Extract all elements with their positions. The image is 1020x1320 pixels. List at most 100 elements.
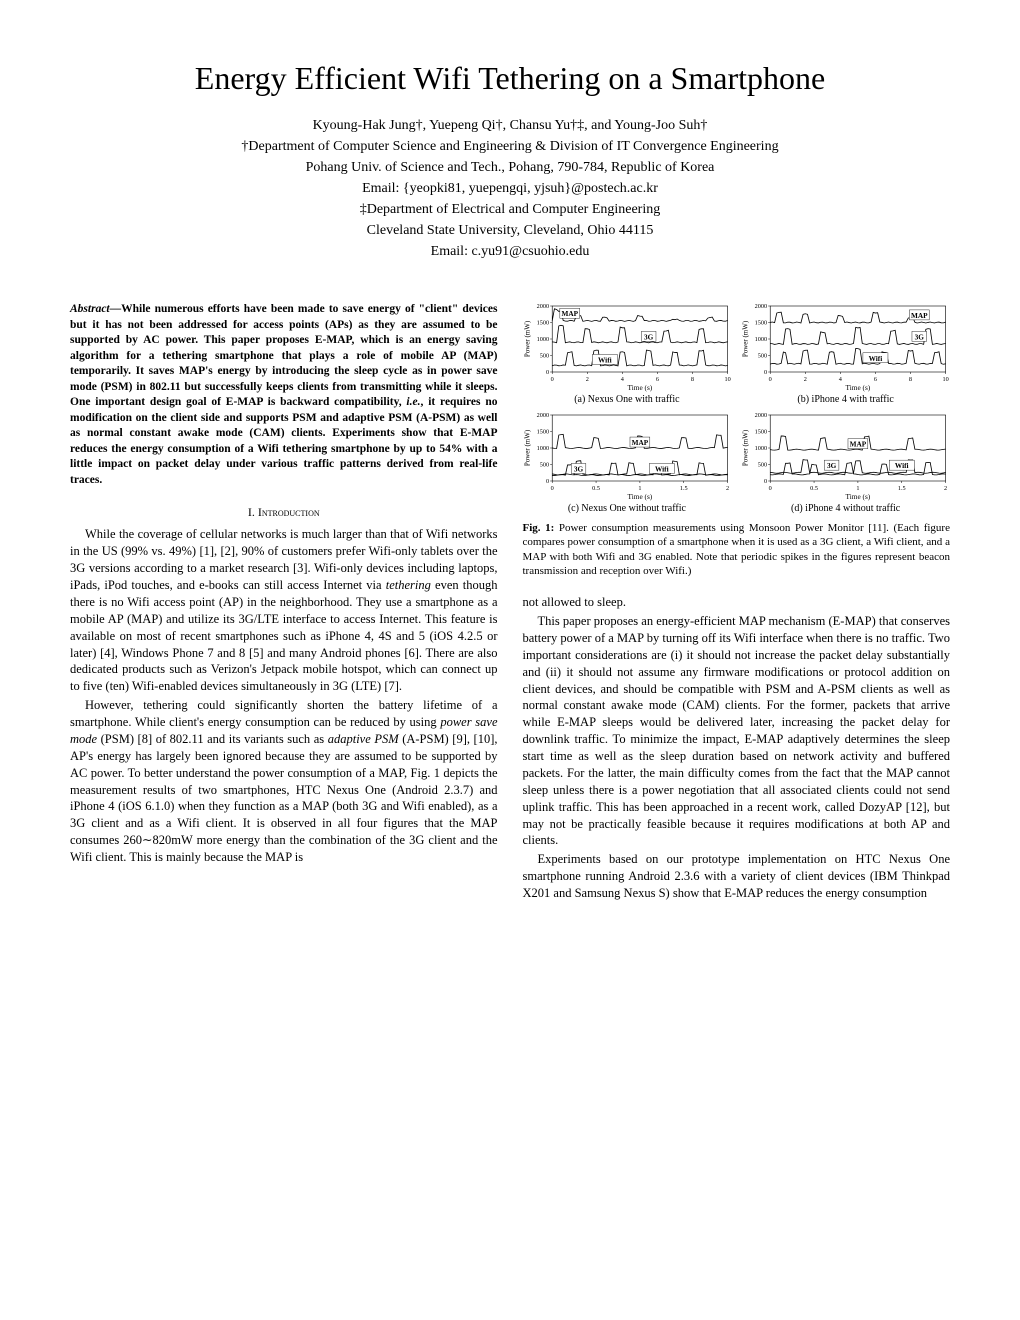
subfig-caption: (a) Nexus One with traffic: [523, 393, 732, 407]
svg-text:3G: 3G: [644, 333, 654, 341]
svg-text:1000: 1000: [536, 337, 549, 343]
section-heading: I. Introduction: [70, 504, 498, 520]
abstract-lead: Abstract: [70, 303, 110, 315]
svg-text:3G: 3G: [915, 333, 925, 341]
svg-text:8: 8: [690, 377, 693, 383]
svg-text:2: 2: [944, 486, 947, 492]
subfig-c: 0 500 1000 1500 2000 0 0.5 1 1.5 2 Time (s) Power (…: [523, 411, 732, 516]
svg-text:Wifi: Wifi: [895, 462, 909, 470]
svg-text:1: 1: [857, 486, 860, 492]
chart-a: 05001000150020000246810Time (s)Power (mW…: [523, 302, 732, 392]
svg-text:1000: 1000: [536, 446, 549, 452]
svg-text:500: 500: [758, 462, 767, 468]
chart-b: 05001000150020000246810Time (s)Power (mW…: [741, 302, 950, 392]
text: (PSM) [8] of 802.11 and its variants suc…: [97, 732, 328, 746]
svg-text:500: 500: [758, 354, 767, 360]
left-column: Abstract—While numerous efforts have bee…: [70, 302, 498, 904]
subfig-caption: (b) iPhone 4 with traffic: [741, 393, 950, 407]
svg-text:Power (mW): Power (mW): [741, 429, 749, 466]
authors-line: ‡Department of Electrical and Computer E…: [70, 199, 950, 220]
svg-text:2: 2: [585, 377, 588, 383]
subfig-b: 05001000150020000246810Time (s)Power (mW…: [741, 302, 950, 407]
svg-text:Power (mW): Power (mW): [741, 320, 749, 357]
svg-text:Time (s): Time (s): [627, 493, 652, 501]
svg-text:2000: 2000: [536, 304, 549, 310]
text: (A-PSM) [9], [10], AP's energy has large…: [70, 732, 498, 864]
svg-text:1.5: 1.5: [898, 486, 906, 492]
svg-text:0: 0: [550, 486, 553, 492]
svg-text:2000: 2000: [536, 413, 549, 419]
abstract-text: —While numerous efforts have been made t…: [70, 303, 498, 408]
svg-text:Time (s): Time (s): [627, 384, 652, 392]
intro-paragraph: While the coverage of cellular networks …: [70, 526, 498, 695]
svg-text:6: 6: [655, 377, 658, 383]
svg-text:1000: 1000: [755, 337, 768, 343]
svg-text:2000: 2000: [755, 413, 768, 419]
svg-text:3G: 3G: [573, 465, 583, 473]
abstract: Abstract—While numerous efforts have bee…: [70, 302, 498, 488]
svg-text:2: 2: [804, 377, 807, 383]
col2-paragraph: Experiments based on our prototype imple…: [523, 851, 951, 902]
svg-text:4: 4: [839, 377, 842, 383]
svg-text:1500: 1500: [755, 429, 768, 435]
chart-d: 050010001500200000.511.52Time (s)Power (…: [741, 411, 950, 501]
svg-text:Power (mW): Power (mW): [523, 320, 531, 357]
svg-text:500: 500: [539, 462, 548, 468]
svg-text:1: 1: [638, 486, 641, 492]
svg-text:10: 10: [943, 377, 949, 383]
svg-text:2: 2: [726, 486, 729, 492]
subfig-caption: (c) Nexus One without traffic: [523, 502, 732, 516]
svg-text:0: 0: [545, 370, 548, 376]
figure-1-grid: 05001000150020000246810Time (s)Power (mW…: [523, 302, 951, 515]
subfig-d: 050010001500200000.511.52Time (s)Power (…: [741, 411, 950, 516]
abstract-ital: i.e.: [406, 396, 420, 408]
svg-text:0: 0: [545, 479, 548, 485]
subfig-caption: (d) iPhone 4 without traffic: [741, 502, 950, 516]
svg-text:0: 0: [769, 486, 772, 492]
intro-paragraph: However, tethering could significantly s…: [70, 697, 498, 866]
authors-line: †Department of Computer Science and Engi…: [70, 136, 950, 157]
svg-text:Power (mW): Power (mW): [523, 429, 531, 466]
svg-text:4: 4: [620, 377, 623, 383]
svg-text:8: 8: [909, 377, 912, 383]
figure-1-caption: Fig. 1: Power consumption measurements u…: [523, 521, 951, 578]
subfig-a: 05001000150020000246810Time (s)Power (mW…: [523, 302, 732, 407]
svg-text:1000: 1000: [755, 446, 768, 452]
svg-text:Wifi: Wifi: [869, 355, 883, 363]
authors-line: Cleveland State University, Cleveland, O…: [70, 220, 950, 241]
chart-c: 0 500 1000 1500 2000 0 0.5 1 1.5 2 Time (s) Power (…: [523, 411, 732, 501]
svg-text:1.5: 1.5: [679, 486, 687, 492]
svg-text:0: 0: [764, 479, 767, 485]
authors-block: Kyoung-Hak Jung†, Yuepeng Qi†, Chansu Yu…: [70, 115, 950, 262]
col2-paragraph: not allowed to sleep.: [523, 594, 951, 611]
svg-text:MAP: MAP: [561, 310, 578, 318]
svg-text:0: 0: [769, 377, 772, 383]
svg-text:0: 0: [764, 370, 767, 376]
authors-line: Email: {yeopki81, yuepengqi, yjsuh}@post…: [70, 178, 950, 199]
fig-caption-bold: Fig. 1:: [523, 522, 555, 534]
svg-text:500: 500: [539, 354, 548, 360]
svg-text:1500: 1500: [755, 321, 768, 327]
two-column-layout: Abstract—While numerous efforts have bee…: [70, 302, 950, 904]
text: even though there is no Wifi access poin…: [70, 578, 498, 693]
text-ital: adaptive PSM: [328, 732, 399, 746]
text: However, tethering could significantly s…: [70, 698, 498, 729]
svg-text:Time (s): Time (s): [846, 384, 871, 392]
svg-text:Wifi: Wifi: [598, 357, 612, 365]
authors-line: Email: c.yu91@csuohio.edu: [70, 241, 950, 262]
svg-text:MAP: MAP: [850, 440, 867, 448]
svg-text:0: 0: [550, 377, 553, 383]
svg-text:0.5: 0.5: [592, 486, 600, 492]
svg-text:3G: 3G: [827, 462, 837, 470]
svg-text:MAP: MAP: [911, 312, 928, 320]
svg-text:Time (s): Time (s): [846, 493, 871, 501]
authors-line: Kyoung-Hak Jung†, Yuepeng Qi†, Chansu Yu…: [70, 115, 950, 136]
right-column: 05001000150020000246810Time (s)Power (mW…: [523, 302, 951, 904]
authors-line: Pohang Univ. of Science and Tech., Pohan…: [70, 157, 950, 178]
svg-text:1500: 1500: [536, 321, 549, 327]
paper-title: Energy Efficient Wifi Tethering on a Sma…: [70, 60, 950, 97]
svg-text:1500: 1500: [536, 429, 549, 435]
svg-text:6: 6: [874, 377, 877, 383]
svg-text:Wifi: Wifi: [654, 465, 668, 473]
fig-caption-text: Power consumption measurements using Mon…: [523, 522, 951, 577]
